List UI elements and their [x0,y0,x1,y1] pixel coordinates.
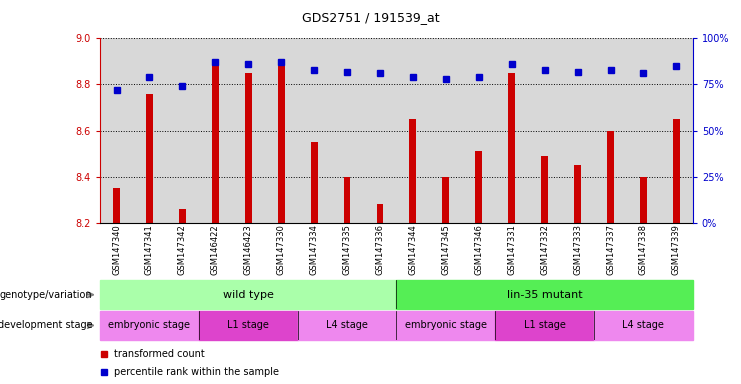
Bar [166,38,199,223]
Text: GDS2751 / 191539_at: GDS2751 / 191539_at [302,12,439,25]
Bar [429,38,462,223]
Bar [330,38,364,223]
Bar [100,38,133,223]
Bar [364,38,396,223]
Text: development stage: development stage [0,320,93,331]
Bar [410,119,416,223]
Text: genotype/variation: genotype/variation [0,290,93,300]
Bar [298,38,330,223]
Bar [396,38,429,223]
Bar [640,177,647,223]
Bar [396,280,693,309]
Bar [245,73,252,223]
Bar [212,61,219,223]
Bar [442,177,449,223]
Bar [561,38,594,223]
Text: transformed count: transformed count [114,349,205,359]
Bar [660,38,693,223]
Bar [594,311,693,340]
Bar [199,38,232,223]
Bar [574,165,581,223]
Text: L4 stage: L4 stage [622,320,665,331]
Text: embryonic stage: embryonic stage [405,320,487,331]
Bar [495,38,528,223]
Text: wild type: wild type [223,290,273,300]
Bar [100,311,199,340]
Bar [199,311,298,340]
Bar [113,188,120,223]
Bar [133,38,166,223]
Bar [462,38,495,223]
Bar [396,311,495,340]
Text: percentile rank within the sample: percentile rank within the sample [114,366,279,377]
Bar [541,156,548,223]
Text: L1 stage: L1 stage [524,320,565,331]
Bar [265,38,298,223]
Bar [673,119,679,223]
Bar [528,38,561,223]
Bar [475,151,482,223]
Text: embryonic stage: embryonic stage [108,320,190,331]
Bar [344,177,350,223]
Bar [376,204,383,223]
Bar [146,94,153,223]
Bar [179,209,186,223]
Bar [310,142,318,223]
Bar [508,73,515,223]
Bar [232,38,265,223]
Bar [278,66,285,223]
Bar [627,38,660,223]
Text: lin-35 mutant: lin-35 mutant [507,290,582,300]
Text: L4 stage: L4 stage [326,320,368,331]
Bar [594,38,627,223]
Bar [298,311,396,340]
Bar [495,311,594,340]
Text: L1 stage: L1 stage [227,320,269,331]
Bar [100,280,396,309]
Bar [607,131,614,223]
